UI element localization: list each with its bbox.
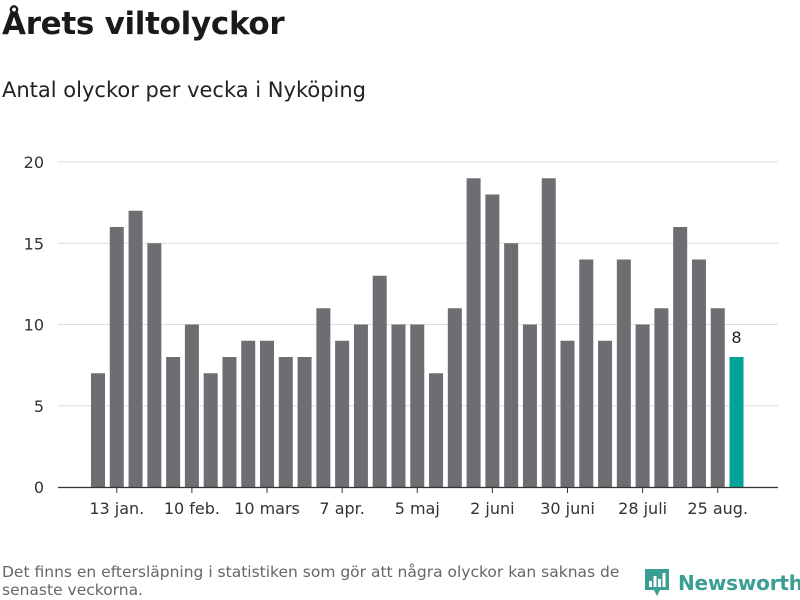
x-tick-label: 25 aug. xyxy=(687,499,748,518)
bar xyxy=(429,373,444,487)
bar xyxy=(297,357,312,487)
y-tick-label: 5 xyxy=(34,397,44,416)
bar xyxy=(522,324,537,487)
bar xyxy=(241,340,256,487)
y-tick-label: 15 xyxy=(24,234,44,253)
x-tick-label: 7 apr. xyxy=(319,499,364,518)
bar xyxy=(335,340,350,487)
bar xyxy=(184,324,199,487)
footnote: Det finns en eftersläpning i statistiken… xyxy=(2,563,620,599)
x-tick-label: 30 juni xyxy=(540,499,595,518)
bar xyxy=(109,227,124,487)
bar xyxy=(166,357,181,487)
bar xyxy=(579,259,594,487)
bar-chart: 0 5 10 15 20 13 jan. 10 feb. 10 mars 7 apr. 5 ma… xyxy=(24,153,778,518)
x-tick-label: 13 jan. xyxy=(89,499,144,518)
bar xyxy=(560,340,575,487)
bar-highlighted xyxy=(729,357,744,487)
bar xyxy=(691,259,706,487)
bar xyxy=(447,308,462,487)
bar xyxy=(598,340,613,487)
data-label-latest: 8 xyxy=(731,328,741,347)
bar xyxy=(410,324,425,487)
bar xyxy=(673,227,688,487)
x-tick-label: 28 juli xyxy=(618,499,667,518)
bar xyxy=(485,194,500,487)
bar xyxy=(654,308,669,487)
x-axis-ticks: 13 jan. 10 feb. 10 mars 7 apr. 5 maj 2 juni 30… xyxy=(89,487,748,518)
brand-name: Newsworthy xyxy=(678,571,800,595)
bar xyxy=(504,243,519,487)
bar xyxy=(710,308,725,487)
bar xyxy=(466,178,481,487)
bar xyxy=(203,373,218,487)
y-tick-label: 20 xyxy=(24,153,44,172)
bar xyxy=(147,243,162,487)
bar xyxy=(222,357,237,487)
bar xyxy=(91,373,105,487)
bar xyxy=(316,308,331,487)
brand[interactable]: Newsworthy xyxy=(644,568,800,598)
bar xyxy=(372,275,387,487)
y-axis-labels: 0 5 10 15 20 xyxy=(24,153,44,497)
x-tick-label: 2 juni xyxy=(470,499,514,518)
bar xyxy=(391,324,406,487)
y-tick-label: 10 xyxy=(24,316,44,335)
bar xyxy=(353,324,368,487)
bar-chart-logo-icon xyxy=(645,569,669,596)
bar xyxy=(260,340,275,487)
bar xyxy=(616,259,631,487)
x-tick-label: 10 feb. xyxy=(164,499,220,518)
bar xyxy=(278,357,293,487)
chart-title: Årets viltolyckor xyxy=(2,6,285,42)
annotations: 8 xyxy=(731,328,741,347)
chart-subtitle: Antal olyckor per vecka i Nyköping xyxy=(2,78,367,102)
bar xyxy=(541,178,556,487)
x-tick-label: 10 mars xyxy=(234,499,300,518)
y-tick-label: 0 xyxy=(34,478,44,497)
bar xyxy=(128,210,143,487)
bar xyxy=(635,324,650,487)
x-tick-label: 5 maj xyxy=(395,499,440,518)
bars xyxy=(91,178,744,487)
